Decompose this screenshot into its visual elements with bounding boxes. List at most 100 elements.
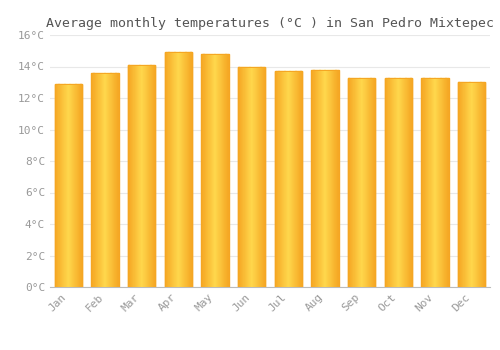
Bar — [391, 77, 392, 287]
Bar — [128, 65, 156, 287]
Bar — [465, 82, 466, 287]
Bar — [138, 65, 139, 287]
Bar — [66, 84, 67, 287]
Bar — [292, 71, 293, 287]
Bar — [429, 77, 430, 287]
Bar — [242, 66, 243, 287]
Bar — [101, 73, 102, 287]
Bar — [472, 82, 473, 287]
Bar — [286, 71, 288, 287]
Bar — [238, 66, 266, 287]
Bar — [63, 84, 64, 287]
Bar — [175, 52, 176, 287]
Bar — [130, 65, 132, 287]
Bar — [112, 73, 113, 287]
Bar — [292, 71, 294, 287]
Bar — [186, 52, 187, 287]
Bar — [312, 70, 313, 287]
Bar — [448, 77, 449, 287]
Bar — [204, 54, 205, 287]
Bar — [321, 70, 322, 287]
Bar — [365, 77, 366, 287]
Bar — [187, 52, 188, 287]
Bar — [140, 65, 141, 287]
Bar — [153, 65, 154, 287]
Bar — [463, 82, 464, 287]
Bar — [375, 77, 376, 287]
Bar — [106, 73, 108, 287]
Bar — [481, 82, 482, 287]
Bar — [432, 77, 433, 287]
Bar — [434, 77, 435, 287]
Bar — [435, 77, 436, 287]
Bar — [459, 82, 460, 287]
Bar — [143, 65, 144, 287]
Bar — [290, 71, 291, 287]
Bar — [430, 77, 431, 287]
Bar — [149, 65, 150, 287]
Bar — [103, 73, 104, 287]
Bar — [251, 66, 252, 287]
Bar — [469, 82, 470, 287]
Bar — [91, 73, 119, 287]
Bar — [174, 52, 175, 287]
Bar — [337, 70, 338, 287]
Bar — [100, 73, 101, 287]
Bar — [388, 77, 389, 287]
Bar — [421, 77, 422, 287]
Bar — [206, 54, 207, 287]
Bar — [399, 77, 400, 287]
Bar — [370, 77, 371, 287]
Bar — [348, 77, 376, 287]
Bar — [59, 84, 60, 287]
Bar — [57, 84, 58, 287]
Bar — [208, 54, 209, 287]
Bar — [369, 77, 370, 287]
Bar — [241, 66, 242, 287]
Bar — [314, 70, 315, 287]
Bar — [364, 77, 365, 287]
Bar — [145, 65, 146, 287]
Bar — [461, 82, 462, 287]
Bar — [75, 84, 76, 287]
Bar — [408, 77, 409, 287]
Bar — [136, 65, 137, 287]
Bar — [217, 54, 218, 287]
Bar — [396, 77, 397, 287]
Bar — [442, 77, 443, 287]
Bar — [249, 66, 250, 287]
Bar — [333, 70, 334, 287]
Bar — [166, 52, 167, 287]
Bar — [428, 77, 429, 287]
Bar — [470, 82, 471, 287]
Bar — [246, 66, 247, 287]
Bar — [288, 71, 289, 287]
Bar — [260, 66, 261, 287]
Bar — [433, 77, 434, 287]
Bar — [280, 71, 281, 287]
Bar — [466, 82, 468, 287]
Bar — [68, 84, 69, 287]
Bar — [80, 84, 81, 287]
Bar — [410, 77, 411, 287]
Bar — [330, 70, 331, 287]
Bar — [92, 73, 93, 287]
Bar — [72, 84, 73, 287]
Bar — [334, 70, 335, 287]
Bar — [245, 66, 246, 287]
Bar — [212, 54, 213, 287]
Bar — [238, 66, 239, 287]
Bar — [259, 66, 260, 287]
Bar — [317, 70, 318, 287]
Bar — [350, 77, 352, 287]
Bar — [300, 71, 301, 287]
Bar — [338, 70, 339, 287]
Bar — [349, 77, 350, 287]
Bar — [262, 66, 264, 287]
Bar — [325, 70, 326, 287]
Bar — [189, 52, 190, 287]
Bar — [116, 73, 117, 287]
Bar — [438, 77, 439, 287]
Bar — [264, 66, 265, 287]
Bar — [298, 71, 299, 287]
